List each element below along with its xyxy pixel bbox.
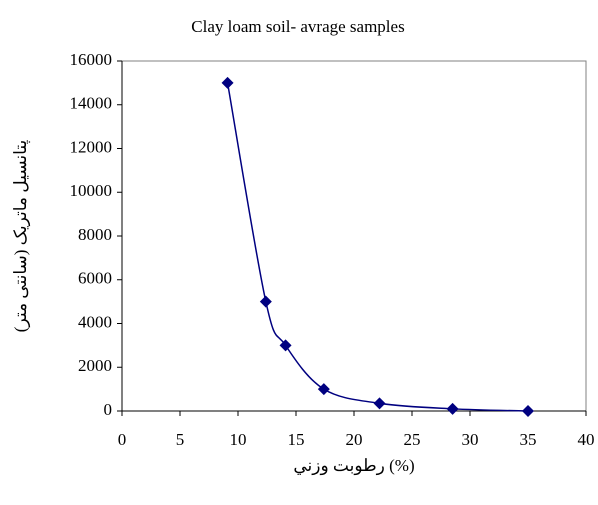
point bbox=[373, 397, 386, 410]
y-tick-label: 2000 bbox=[78, 356, 112, 375]
y-tick-label: 8000 bbox=[78, 225, 112, 244]
y-tick-label: 16000 bbox=[70, 50, 113, 69]
y-tick-label: 10000 bbox=[70, 181, 113, 200]
point bbox=[522, 405, 534, 417]
x-tick-label: 0 bbox=[118, 430, 127, 449]
x-tick-label: 10 bbox=[230, 430, 247, 449]
series-line bbox=[226, 82, 529, 412]
x-tick-label: 35 bbox=[520, 430, 537, 449]
x-tick-label: 40 bbox=[578, 430, 595, 449]
x-axis-label: رطوبت وزني (%) bbox=[293, 456, 414, 476]
y-tick-label: 0 bbox=[104, 400, 113, 419]
x-tick-label: 30 bbox=[462, 430, 479, 449]
x-tick-label: 20 bbox=[346, 430, 363, 449]
x-tick-label: 15 bbox=[288, 430, 305, 449]
point bbox=[279, 339, 292, 352]
x-tick-label: 5 bbox=[176, 430, 185, 449]
point bbox=[259, 295, 272, 308]
x-tick-label: 25 bbox=[404, 430, 421, 449]
y-axis-label: پتانسيل ماتريک (سانتی متر) bbox=[11, 140, 31, 333]
point bbox=[446, 402, 459, 415]
plot-area bbox=[121, 60, 587, 412]
chart-title: Clay loam soil- avrage samples bbox=[191, 17, 404, 36]
point bbox=[317, 383, 330, 396]
y-tick-label: 12000 bbox=[70, 137, 113, 156]
point bbox=[221, 76, 234, 89]
y-tick-label: 6000 bbox=[78, 269, 112, 288]
y-tick-label: 14000 bbox=[70, 94, 113, 113]
y-tick-label: 4000 bbox=[78, 312, 112, 331]
